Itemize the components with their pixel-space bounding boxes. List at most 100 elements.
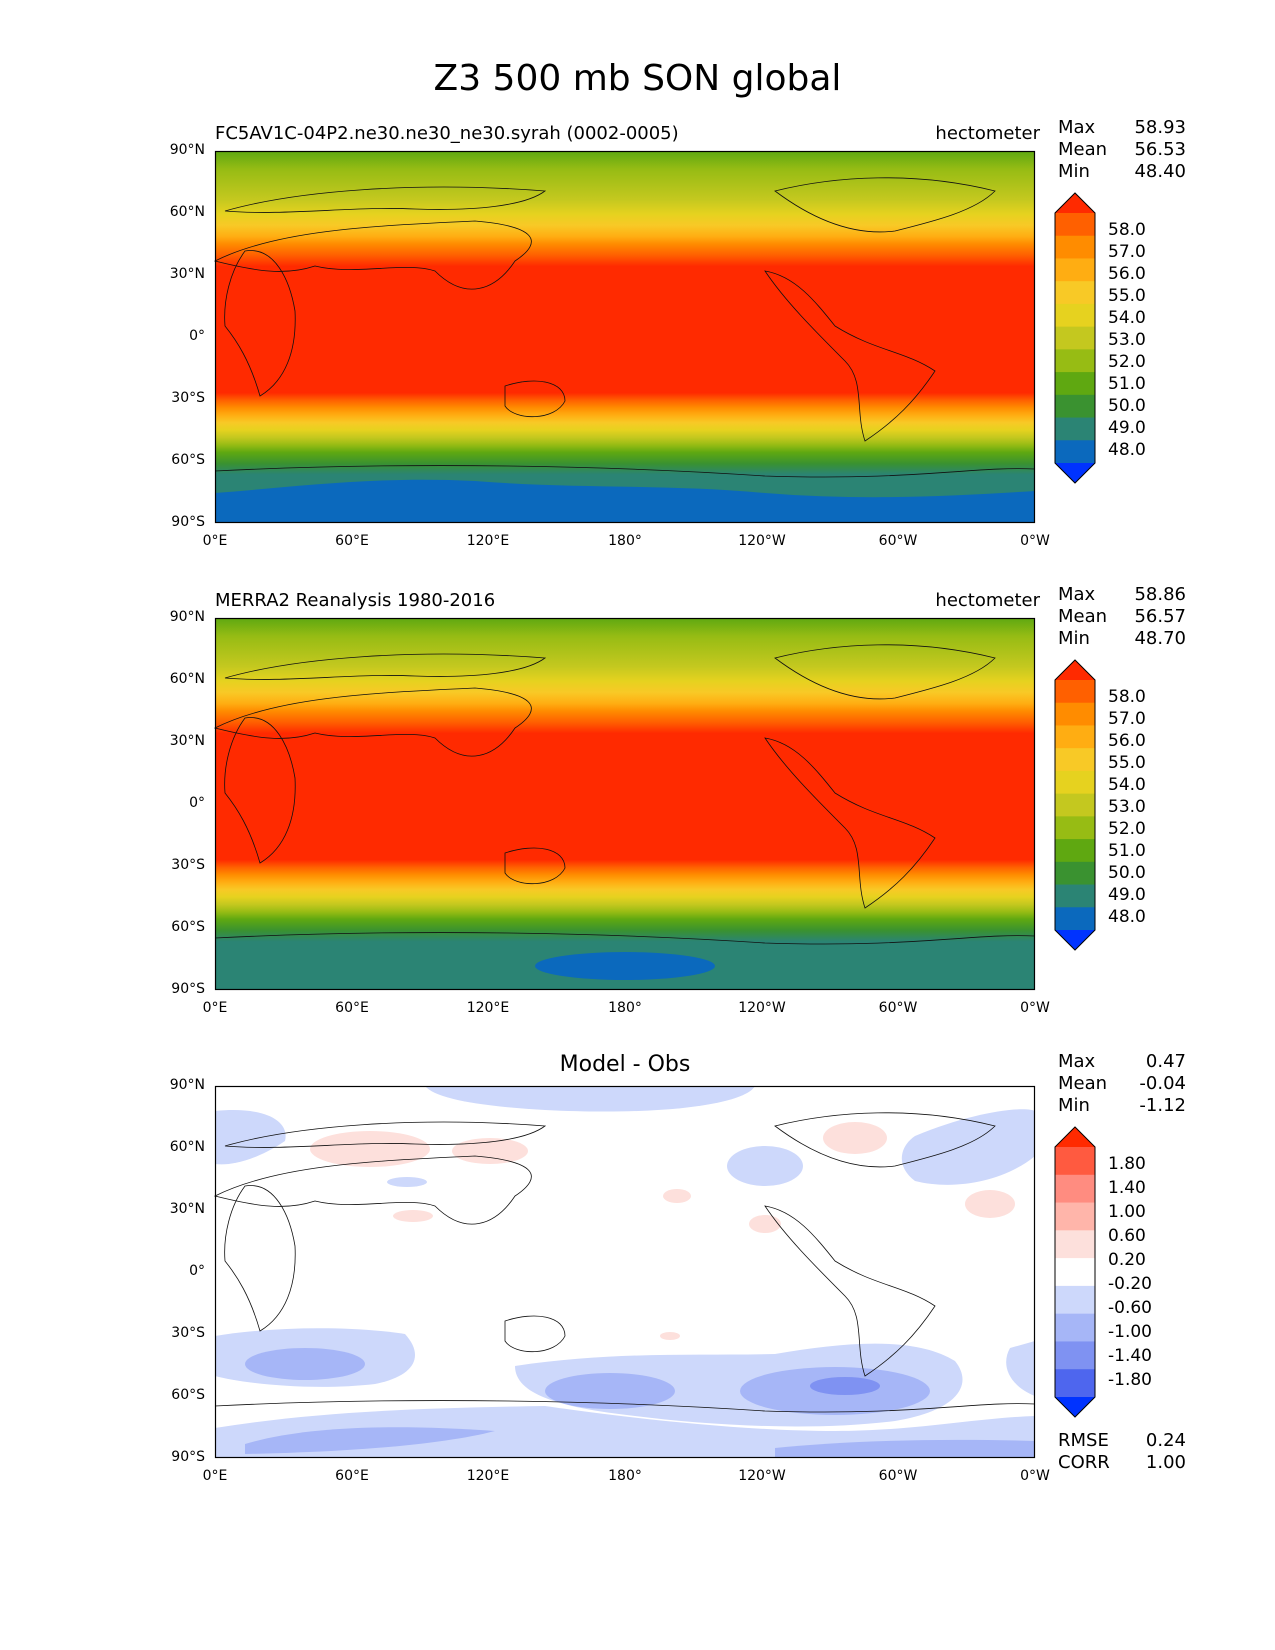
lat-label: 90°N — [169, 609, 205, 625]
map-frame — [214, 1085, 1036, 1459]
colorbar-label: 51.0 — [1108, 841, 1146, 861]
colorbar-segment — [1055, 816, 1095, 840]
colorbar-label: 56.0 — [1108, 264, 1146, 284]
colorbar-extend-max — [1055, 660, 1095, 680]
colorbar-segment — [1055, 326, 1095, 350]
colorbar-label: 56.0 — [1108, 731, 1146, 751]
colorbar-label: 50.0 — [1108, 863, 1146, 883]
stat-min: Min 48.40 — [1058, 161, 1186, 182]
colorbar-label: 52.0 — [1108, 352, 1146, 372]
colorbar — [1054, 192, 1096, 484]
colorbar-segment — [1055, 748, 1095, 772]
colorbar-label: -0.60 — [1108, 1298, 1152, 1318]
lat-label: 60°N — [169, 1139, 205, 1155]
contour-map-difference — [213, 1085, 1036, 1459]
colorbar-label: 1.80 — [1108, 1154, 1146, 1174]
lon-label: 60°W — [878, 1468, 918, 1484]
colorbar-label: 51.0 — [1108, 374, 1146, 394]
lon-label: 60°E — [335, 1000, 369, 1016]
metric-rmse: RMSE 0.24 — [1058, 1430, 1186, 1451]
colorbar-label: -1.00 — [1108, 1322, 1152, 1342]
summary-stats: Max 58.93 Mean 56.53 Min 48.40 — [1058, 117, 1186, 183]
colorbar — [1054, 1126, 1096, 1418]
colorbar-segment — [1055, 1230, 1095, 1259]
lon-label: 60°W — [878, 533, 918, 549]
lat-label: 30°S — [171, 1325, 205, 1341]
colorbar-segment — [1055, 372, 1095, 396]
colorbar-segment — [1055, 1202, 1095, 1231]
lat-label: 60°S — [171, 452, 205, 468]
colorbar-label: 49.0 — [1108, 418, 1146, 438]
lon-label: 120°E — [466, 1468, 510, 1484]
colorbar-label: 1.40 — [1108, 1178, 1146, 1198]
colorbar-segment — [1055, 702, 1095, 726]
lon-label: 120°W — [738, 1000, 786, 1016]
lat-label: 30°S — [171, 390, 205, 406]
lon-label: 120°W — [738, 533, 786, 549]
colorbar-segment — [1055, 1285, 1095, 1315]
colorbar-extend-max — [1055, 193, 1095, 213]
lat-label: 30°N — [169, 1201, 205, 1217]
colorbar-segment — [1055, 907, 1095, 931]
lat-label: 30°N — [169, 733, 205, 749]
lat-label: 90°N — [169, 1077, 205, 1093]
lon-label: 60°E — [335, 1468, 369, 1484]
colorbar-segment — [1055, 884, 1095, 908]
colorbar-segment — [1055, 1258, 1095, 1287]
stat-mean: Mean 56.57 — [1058, 606, 1186, 627]
colorbar-segment — [1055, 349, 1095, 373]
lat-label: 0° — [189, 795, 205, 811]
colorbar-label: 54.0 — [1108, 308, 1146, 328]
metric-corr: CORR 1.00 — [1058, 1452, 1186, 1473]
colorbar-label: -1.40 — [1108, 1346, 1152, 1366]
colorbar-segment — [1055, 1341, 1095, 1370]
colorbar-label: 54.0 — [1108, 775, 1146, 795]
colorbar-segment — [1055, 281, 1095, 305]
lat-label: 30°S — [171, 857, 205, 873]
colorbar-label: 50.0 — [1108, 396, 1146, 416]
colorbar-segment — [1055, 394, 1095, 419]
colorbar-segment — [1055, 303, 1095, 328]
lat-label: 90°S — [171, 514, 205, 530]
colorbar-label: 53.0 — [1108, 797, 1146, 817]
stat-max: Max 58.86 — [1058, 584, 1186, 605]
lat-label: 90°S — [171, 981, 205, 997]
panel-difference: Model - Obs — [0, 0, 1275, 1484]
map-frame — [214, 150, 1036, 524]
colorbar-segment — [1055, 680, 1095, 704]
lon-label: 60°E — [335, 533, 369, 549]
colorbar-label: 57.0 — [1108, 242, 1146, 262]
lon-label: 180° — [608, 1468, 642, 1484]
lat-label: 30°N — [169, 266, 205, 282]
lat-label: 60°S — [171, 1387, 205, 1403]
lat-label: 90°N — [169, 142, 205, 158]
panel-observations: MERRA2 Reanalysis 1980-2016 hectometer — [0, 0, 1275, 1016]
lon-label: 60°W — [878, 1000, 918, 1016]
colorbar-label: 49.0 — [1108, 885, 1146, 905]
lon-label: 0°E — [202, 1468, 228, 1484]
colorbar-segment — [1055, 770, 1095, 795]
colorbar-segment — [1055, 1369, 1095, 1398]
lon-label: 120°W — [738, 1468, 786, 1484]
colorbar-segment — [1055, 793, 1095, 817]
colorbar-label: 55.0 — [1108, 286, 1146, 306]
lat-label: 60°N — [169, 204, 205, 220]
lon-label: 120°E — [466, 1000, 510, 1016]
lat-label: 0° — [189, 328, 205, 344]
colorbar-segment — [1055, 725, 1095, 749]
panel-left-title: FC5AV1C-04P2.ne30.ne30_ne30.syrah (0002-… — [215, 123, 679, 144]
colorbar-label: -1.80 — [1108, 1370, 1152, 1390]
lat-label: 60°N — [169, 671, 205, 687]
colorbar-segment — [1055, 417, 1095, 441]
colorbar-label: 58.0 — [1108, 687, 1146, 707]
colorbar-label: 0.20 — [1108, 1250, 1146, 1270]
colorbar-label: -0.20 — [1108, 1274, 1152, 1294]
stat-mean: Mean -0.04 — [1058, 1073, 1186, 1094]
stat-max: Max 58.93 — [1058, 117, 1186, 138]
colorbar-label: 0.60 — [1108, 1226, 1146, 1246]
stat-mean: Mean 56.53 — [1058, 139, 1186, 160]
difference-anomalies — [215, 1086, 1035, 1458]
colorbar-segment — [1055, 1313, 1095, 1342]
colorbar-label: 52.0 — [1108, 819, 1146, 839]
figure-title: Z3 500 mb SON global — [433, 58, 842, 99]
